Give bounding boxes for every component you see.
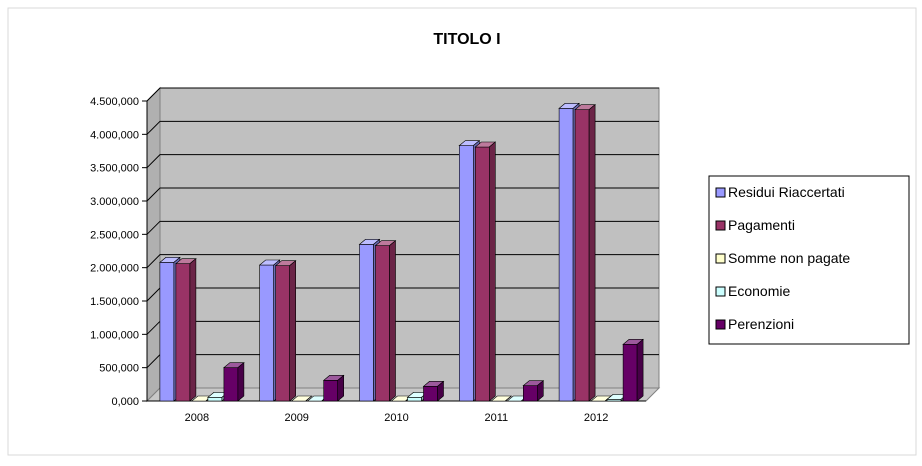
bar-front: [323, 380, 339, 402]
bar: [522, 380, 545, 402]
y-tick-label: 1.500,000: [90, 296, 139, 308]
legend-swatch: [715, 220, 726, 231]
legend-label: Residui Riaccertati: [728, 184, 845, 200]
bar: [322, 374, 345, 402]
bar-front: [407, 397, 422, 402]
x-tick-label: 2010: [384, 412, 408, 424]
legend-swatch: [715, 286, 726, 297]
bar-front: [522, 385, 538, 402]
legend-item: Economie: [715, 283, 790, 299]
bar-side: [189, 258, 197, 402]
bar-side: [289, 260, 297, 402]
y-axis: 0,000 500,000 1.000,000 1.500,000 2.000,000 2…: [90, 96, 148, 408]
bar-front: [458, 145, 474, 402]
bar: [274, 260, 297, 402]
legend: Residui Riaccertati Pagamenti Somme non pa…: [708, 175, 910, 345]
bar: [223, 362, 245, 402]
gridline: [146, 120, 659, 135]
bar-front: [223, 367, 239, 402]
bar-front: [259, 264, 275, 402]
bar-front: [359, 244, 374, 402]
bar: [422, 380, 445, 402]
y-tick-label: 1.000,000: [90, 329, 139, 341]
bar-front: [574, 109, 590, 402]
bar-front: [175, 263, 191, 402]
legend-item: Residui Riaccertati: [715, 184, 845, 200]
bar-front: [159, 262, 175, 402]
y-tick-label: 4.500,000: [90, 96, 139, 108]
legend-label: Perenzioni: [728, 316, 794, 332]
bar-side: [588, 104, 596, 402]
legend-item: Pagamenti: [715, 217, 795, 233]
bar-front: [474, 146, 490, 402]
bar-front: [275, 265, 291, 402]
chart-title: TITOLO I: [433, 31, 500, 48]
bar-side: [237, 362, 245, 402]
bar-side: [636, 338, 644, 402]
bar: [175, 258, 197, 402]
bar-front: [423, 386, 438, 402]
bar-side: [437, 380, 444, 402]
bar-side: [536, 380, 544, 402]
bar: [374, 240, 397, 402]
bar-side: [337, 374, 345, 402]
x-tick-label: 2012: [584, 412, 608, 424]
y-tick-label: 3.500,000: [90, 163, 139, 175]
bar: [290, 395, 313, 402]
y-tick-label: 3.000,000: [90, 196, 139, 208]
gridline: [146, 87, 659, 102]
bars: [159, 102, 644, 402]
bar-front: [375, 245, 390, 402]
y-tick-label: 0,000: [111, 396, 139, 408]
legend-label: Economie: [728, 283, 790, 299]
legend-swatch: [715, 319, 726, 330]
bar-front: [622, 344, 638, 402]
y-tick-label: 4.000,000: [90, 129, 139, 141]
bar-front: [207, 397, 223, 402]
bar: [490, 395, 513, 402]
legend-label: Pagamenti: [728, 217, 795, 233]
bar-side: [505, 395, 512, 402]
x-tick-label: 2008: [185, 412, 209, 424]
bar-side: [305, 395, 312, 402]
bar: [474, 141, 497, 402]
y-tick-label: 2.500,000: [90, 229, 139, 241]
legend-swatch: [715, 187, 726, 198]
bar: [574, 104, 596, 402]
bar: [622, 338, 644, 402]
plot-side-wall: [146, 86, 161, 403]
legend-item: Perenzioni: [715, 316, 794, 332]
y-tick-label: 500,000: [99, 363, 139, 375]
legend-swatch: [715, 253, 726, 264]
bar-side: [488, 141, 496, 402]
x-tick-label: 2009: [284, 412, 308, 424]
legend-label: Somme non pagate: [728, 250, 850, 266]
legend-box: [708, 175, 910, 345]
y-tick-label: 2.000,000: [90, 263, 139, 275]
bar-side: [389, 240, 396, 402]
legend-item: Somme non pagate: [715, 250, 850, 266]
x-tick-label: 2011: [484, 412, 508, 424]
bar-front: [558, 108, 574, 402]
